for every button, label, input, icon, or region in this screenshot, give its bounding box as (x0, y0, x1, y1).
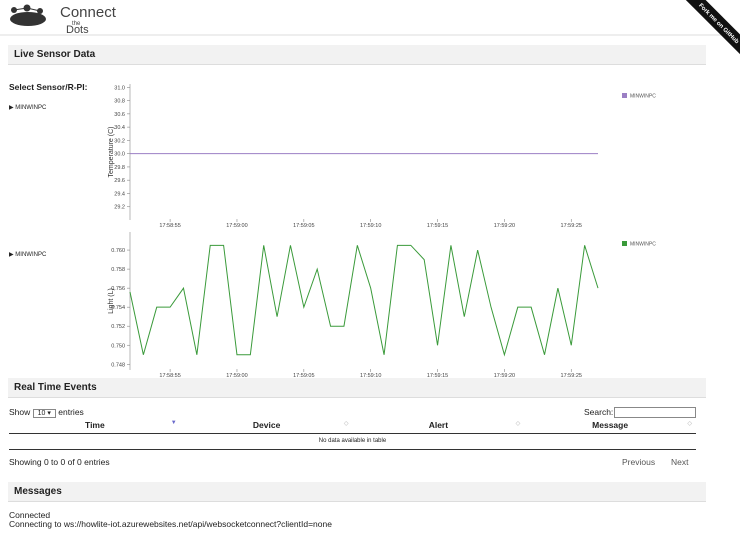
x-tick-label: 17:59:00 (226, 373, 247, 379)
x-tick-label: 17:59:25 (561, 373, 582, 379)
y-tick-label: 0.748 (111, 362, 125, 368)
column-header[interactable]: Time ▼ (9, 420, 181, 433)
x-tick-label: 17:59:00 (226, 223, 247, 229)
y-tick-label: 29.8 (114, 165, 125, 171)
column-title[interactable]: Time (85, 420, 105, 430)
sensor-name[interactable]: MINWINPC (15, 252, 47, 258)
sensor-name[interactable]: MINWINPC (15, 105, 47, 111)
sort-icon[interactable]: ▼ (170, 420, 177, 426)
y-tick-label: 30.8 (114, 99, 125, 105)
ribbon-text[interactable]: Fork me on GitHub (697, 3, 740, 46)
y-axis-label: Light (L) (108, 288, 115, 314)
logo-text: Dots (66, 24, 89, 36)
sort-icon[interactable]: ◇ (687, 421, 692, 427)
y-tick-label: 0.750 (111, 343, 125, 349)
sensor-item[interactable]: ▶ MINWINPC (9, 252, 47, 258)
data-line (129, 244, 599, 357)
legend-label: MINWINPC (630, 242, 656, 248)
search-input[interactable] (614, 407, 696, 418)
message: Connected (9, 510, 51, 520)
y-tick-label: 30.6 (114, 112, 125, 118)
message: Connecting to ws://howlite-iot.azurewebs… (9, 519, 332, 529)
x-tick-label: 17:58:55 (159, 373, 180, 379)
section-title: Messages (8, 482, 706, 502)
page-size[interactable]: 10 (37, 410, 46, 417)
y-tick-label: 0.754 (111, 305, 125, 311)
legend-label: MINWINPC (630, 94, 656, 100)
length-control: Show 10 ▾ entries (9, 407, 84, 418)
column-header[interactable]: Device ◇ (181, 420, 353, 433)
y-tick-label: 0.758 (111, 267, 125, 273)
sort-icon[interactable]: ◇ (343, 421, 349, 427)
y-tick-label: 29.4 (114, 191, 125, 197)
sort-icon[interactable]: ◇ (515, 421, 521, 427)
y-tick-label: 31.0 (114, 85, 125, 91)
y-tick-label: 0.752 (111, 324, 125, 330)
y-tick-label: 29.6 (114, 178, 125, 184)
empty-row: No data available in table (9, 437, 696, 450)
legend-swatch (622, 241, 627, 246)
search-label: Search: (584, 407, 614, 417)
y-tick-label: 30.0 (114, 152, 125, 158)
logo-text: the (72, 21, 81, 27)
column-header[interactable]: Message ◇ (524, 420, 696, 433)
logo-icon (10, 4, 46, 26)
x-tick-label: 17:59:25 (561, 223, 582, 229)
logo-text: Connect (60, 4, 117, 21)
y-tick-label: 0.756 (111, 286, 125, 292)
legend-swatch (622, 93, 627, 98)
label: entries (58, 407, 84, 417)
y-axis-label: Temperature (C) (108, 127, 115, 178)
x-tick-label: 17:59:20 (494, 373, 515, 379)
y-tick-label: 30.2 (114, 138, 125, 144)
section-title: Real Time Events (8, 378, 706, 398)
column-header[interactable]: Alert ◇ (353, 420, 525, 433)
x-tick-label: 17:59:15 (427, 223, 448, 229)
table-info: Showing 0 to 0 of 0 entries (9, 457, 110, 467)
x-tick-label: 17:59:05 (293, 223, 314, 229)
x-tick-label: 17:59:20 (494, 223, 515, 229)
y-tick-label: 0.760 (111, 248, 125, 254)
x-tick-label: 17:59:15 (427, 373, 448, 379)
x-tick-label: 17:59:05 (293, 373, 314, 379)
label: Show (9, 407, 31, 417)
column-title[interactable]: Message (592, 420, 629, 430)
next-button[interactable]: Next (671, 457, 689, 467)
select-label: Select Sensor/R-PI: (9, 82, 88, 92)
page-size-select[interactable]: 10 ▾ (32, 409, 56, 418)
x-tick-label: 17:58:55 (159, 223, 180, 229)
y-tick-label: 30.4 (114, 125, 125, 131)
column-title[interactable]: Alert (428, 420, 449, 430)
y-tick-label: 29.2 (114, 205, 125, 211)
section-title: Live Sensor Data (8, 45, 706, 65)
x-tick-label: 17:59:10 (360, 373, 381, 379)
prev-button[interactable]: Previous (622, 457, 656, 467)
table-header: Time ▼ Device ◇ Alert ◇ Message ◇ (9, 420, 696, 434)
column-title[interactable]: Device (252, 420, 281, 430)
sensor-item[interactable]: ▶ MINWINPC (9, 105, 47, 111)
x-tick-label: 17:59:10 (360, 223, 381, 229)
